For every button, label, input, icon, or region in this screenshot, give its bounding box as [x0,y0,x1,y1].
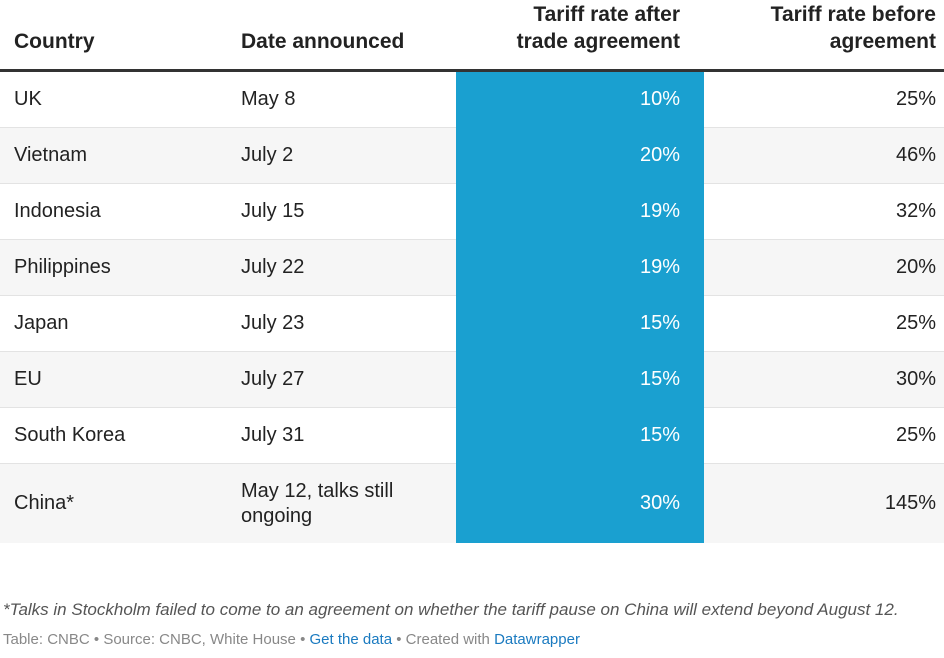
cell-tariff-before: 20% [704,239,944,296]
tariff-table: Country Date announced Tariff rate after… [0,0,944,543]
table-row: Indonesia July 15 19% 32% [0,183,944,240]
cell-date: May 12, talks still ongoing [227,463,456,543]
cell-country: Japan [0,295,227,352]
table-row: EU July 27 15% 30% [0,351,944,408]
footer: Table: CNBC • Source: CNBC, White House … [3,631,580,648]
cell-date: July 22 [227,239,456,296]
cell-country: Vietnam [0,127,227,184]
cell-tariff-after: 10% [456,70,704,128]
cell-tariff-before: 25% [704,295,944,352]
cell-country: EU [0,351,227,408]
cell-tariff-before: 145% [704,463,944,543]
cell-date: July 23 [227,295,456,352]
cell-tariff-after: 20% [456,127,704,184]
cell-tariff-after: 15% [456,351,704,408]
table-credit: Table: CNBC [3,631,90,648]
table-row: Philippines July 22 19% 20% [0,239,944,296]
header-tariff-after[interactable]: Tariff rate after trade agreement [456,0,704,72]
get-data-link[interactable]: Get the data [309,631,393,648]
cell-country: Philippines [0,239,227,296]
cell-country: China* [0,463,227,543]
header-row: Country Date announced Tariff rate after… [0,0,944,72]
footer-separator: • [396,631,402,648]
cell-tariff-before: 32% [704,183,944,240]
table-row: China* May 12, talks still ongoing 30% 145% [0,463,944,543]
footnote: *Talks in Stockholm failed to come to an… [3,600,899,619]
cell-tariff-before: 30% [704,351,944,408]
cell-date: May 8 [227,70,456,128]
table-container: Country Date announced Tariff rate after… [0,0,944,543]
cell-date: July 31 [227,407,456,464]
source-credit: Source: CNBC, White House [103,631,296,648]
cell-country: Indonesia [0,183,227,240]
header-country[interactable]: Country [0,0,227,72]
cell-tariff-after: 15% [456,407,704,464]
cell-tariff-after: 19% [456,239,704,296]
table-row: UK May 8 10% 25% [0,70,944,128]
table-row: Vietnam July 2 20% 46% [0,127,944,184]
table-body: UK May 8 10% 25% Vietnam July 2 20% 46% Indonesi… [0,70,944,543]
cell-date: July 27 [227,351,456,408]
cell-tariff-before: 46% [704,127,944,184]
table-row: South Korea July 31 15% 25% [0,407,944,464]
cell-tariff-after: 30% [456,463,704,543]
created-with-label: Created with [405,631,490,648]
cell-tariff-after: 19% [456,183,704,240]
cell-tariff-before: 25% [704,407,944,464]
cell-country: UK [0,70,227,128]
cell-country: South Korea [0,407,227,464]
footer-separator: • [300,631,306,648]
cell-date: July 15 [227,183,456,240]
cell-tariff-after: 15% [456,295,704,352]
header-tariff-before[interactable]: Tariff rate before agreement [704,0,944,72]
cell-tariff-before: 25% [704,70,944,128]
footer-separator: • [93,631,100,648]
table-row: Japan July 23 15% 25% [0,295,944,352]
datawrapper-link[interactable]: Datawrapper [494,631,580,648]
header-date[interactable]: Date announced [227,0,456,72]
cell-date: July 2 [227,127,456,184]
